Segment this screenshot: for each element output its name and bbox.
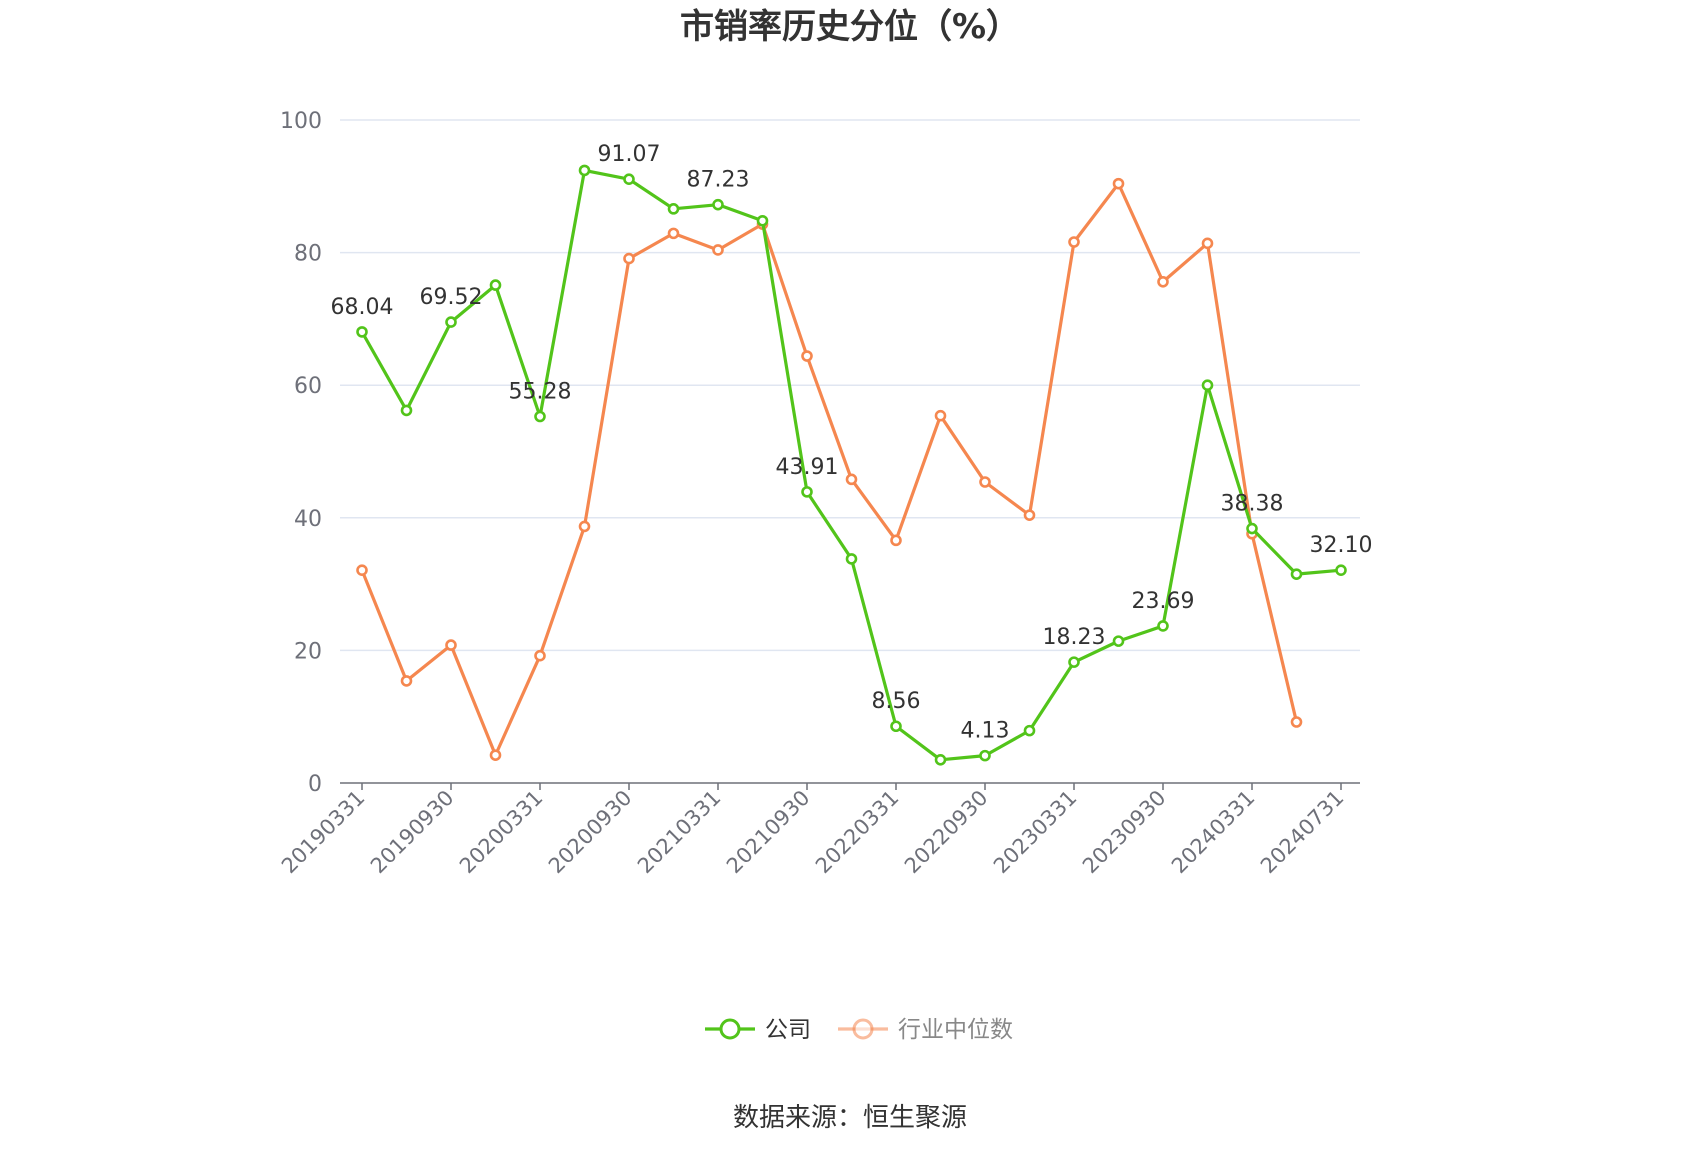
company-point[interactable] (534, 410, 546, 423)
industry-point[interactable] (667, 227, 680, 240)
industry-point[interactable] (712, 244, 724, 256)
company-point[interactable] (1068, 656, 1080, 668)
data-label: 8.56 (872, 689, 921, 714)
company-point[interactable] (1290, 568, 1303, 580)
data-label: 38.38 (1221, 492, 1284, 517)
y-tick-label: 100 (280, 109, 322, 134)
industry-point[interactable] (489, 749, 502, 761)
x-tick-label: 20190930 (366, 786, 459, 879)
data-label: 32.10 (1310, 533, 1373, 558)
company-point[interactable] (845, 553, 858, 565)
x-tick-label: 20220331 (811, 786, 904, 879)
legend-marker (852, 1018, 874, 1040)
industry-point[interactable] (1201, 237, 1214, 250)
industry-line (360, 182, 1299, 757)
company-point[interactable] (934, 753, 947, 766)
company-point[interactable] (712, 198, 724, 211)
company-point[interactable] (578, 164, 591, 177)
industry-point[interactable] (934, 409, 947, 422)
x-tick-label: 20240731 (1256, 786, 1349, 879)
x-tick-label: 20230930 (1078, 786, 1171, 879)
industry-point[interactable] (534, 649, 546, 662)
company-point[interactable] (1246, 522, 1258, 535)
industry-point[interactable] (623, 252, 635, 265)
x-tick-label: 20190331 (277, 786, 370, 879)
legend[interactable]: 公司 行业中位数 (705, 1017, 1013, 1043)
legend-label: 公司 (765, 1017, 811, 1043)
company-point[interactable] (400, 404, 413, 417)
legend-item-company[interactable]: 公司 (705, 1017, 811, 1043)
data-label: 43.91 (776, 455, 839, 480)
x-axis: 2019033120190930202003312020093020210331… (277, 782, 1360, 879)
legend-marker (719, 1018, 741, 1040)
x-tick-label: 20240331 (1167, 786, 1260, 879)
x-tick-label: 20230331 (989, 786, 1082, 879)
company-point[interactable] (667, 203, 680, 215)
industry-point[interactable] (1023, 509, 1036, 521)
data-label: 55.28 (509, 379, 572, 404)
series-company (356, 164, 1347, 766)
data-label: 87.23 (687, 168, 750, 193)
x-tick-label: 20220930 (900, 786, 993, 879)
data-labels: 68.04 69.52 55.28 91.07 87.23 43.91 8.56 4.13 18… (331, 142, 1373, 743)
industry-point[interactable] (1157, 275, 1169, 288)
industry-point[interactable] (356, 564, 368, 576)
company-point[interactable] (489, 279, 502, 291)
industry-point[interactable] (890, 534, 902, 547)
legend-item-industry[interactable]: 行业中位数 (838, 1017, 1013, 1043)
x-tick-label: 20200331 (455, 786, 548, 879)
data-label: 91.07 (598, 142, 661, 167)
chart-title: 市销率历史分位（%） (680, 7, 1020, 47)
source-note: 数据来源：恒生聚源 (733, 1103, 967, 1133)
industry-point[interactable] (1112, 177, 1125, 190)
industry-point[interactable] (445, 639, 457, 651)
company-point[interactable] (801, 486, 813, 498)
legend-label: 行业中位数 (898, 1017, 1013, 1043)
grid-lines (340, 119, 1360, 652)
industry-point[interactable] (845, 473, 858, 486)
company-point[interactable] (1335, 564, 1347, 576)
y-tick-label: 80 (294, 242, 322, 267)
industry-point[interactable] (400, 675, 413, 687)
x-tick-label: 20210930 (722, 786, 815, 879)
company-point[interactable] (356, 326, 368, 338)
y-tick-label: 20 (294, 639, 322, 664)
industry-point[interactable] (578, 520, 591, 533)
company-line (360, 168, 1342, 762)
data-label: 23.69 (1132, 589, 1195, 614)
industry-point[interactable] (1068, 236, 1080, 248)
y-tick-label: 60 (294, 374, 322, 399)
company-point[interactable] (890, 720, 902, 733)
company-point[interactable] (756, 214, 769, 227)
company-point[interactable] (623, 173, 635, 186)
industry-point[interactable] (1290, 716, 1303, 728)
y-tick-label: 0 (308, 772, 322, 797)
data-label: 4.13 (961, 719, 1010, 744)
industry-point[interactable] (979, 476, 991, 488)
company-point[interactable] (445, 316, 457, 328)
y-tick-label: 40 (294, 507, 322, 532)
x-tick-label: 20210331 (633, 786, 726, 879)
company-point[interactable] (1157, 620, 1169, 632)
company-point[interactable] (1201, 379, 1214, 392)
industry-point[interactable] (801, 350, 813, 362)
data-label: 68.04 (331, 295, 394, 320)
company-point[interactable] (1112, 635, 1125, 647)
data-label: 18.23 (1043, 625, 1106, 650)
company-point[interactable] (979, 749, 991, 762)
x-tick-label: 20200930 (544, 786, 637, 879)
y-axis: 0 20 40 60 80 100 (280, 109, 322, 797)
data-label: 69.52 (420, 285, 483, 310)
company-point[interactable] (1023, 724, 1036, 737)
